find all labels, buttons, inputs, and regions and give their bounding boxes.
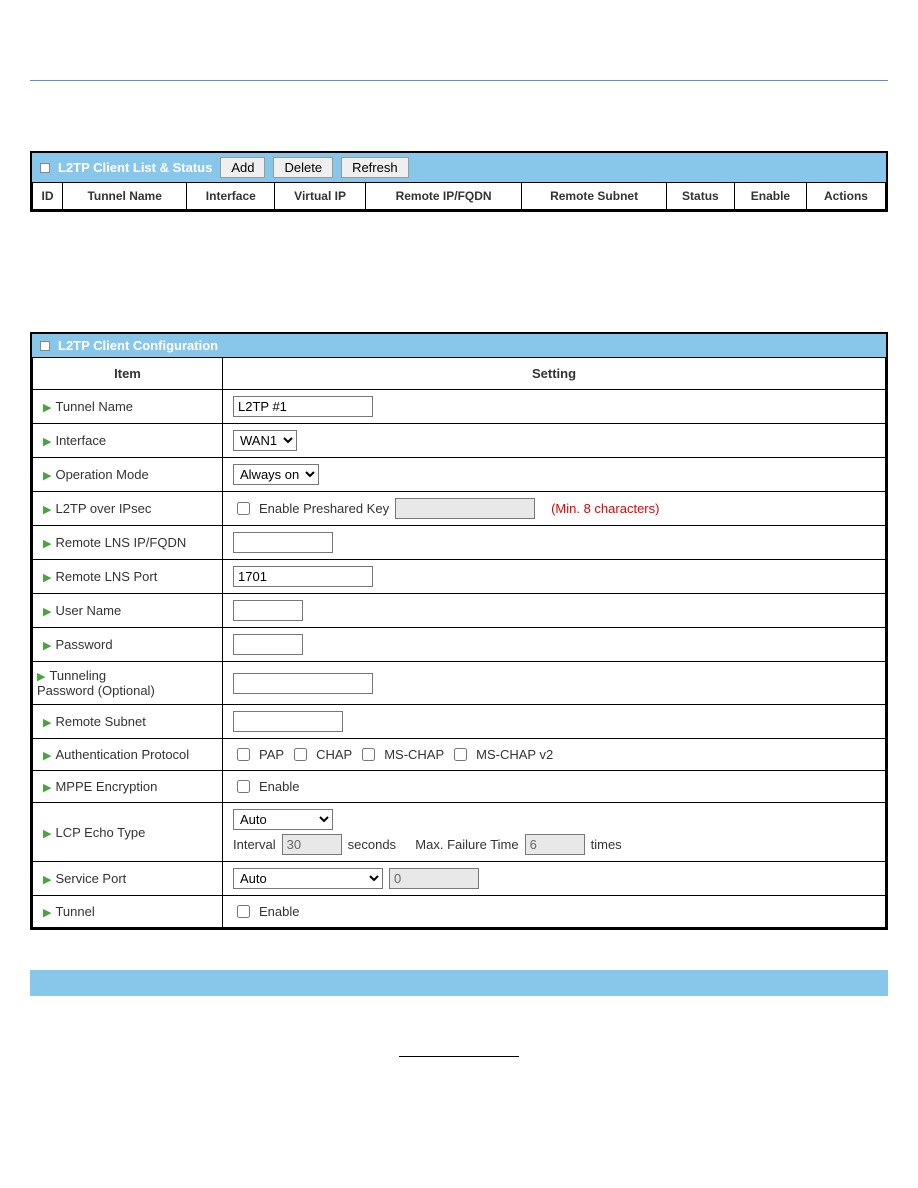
label-remote-lns-port: Remote LNS Port [55, 569, 157, 584]
label-user-name: User Name [55, 603, 121, 618]
remote-lns-ip-input[interactable] [233, 532, 333, 553]
label-tunnel: Tunnel [55, 904, 94, 919]
pap-label: PAP [259, 747, 284, 762]
service-port-select[interactable]: Auto [233, 868, 383, 889]
list-panel-title: L2TP Client List & Status [58, 160, 212, 175]
password-input[interactable] [233, 634, 303, 655]
head-item: Item [33, 358, 223, 390]
delete-button[interactable]: Delete [273, 157, 333, 178]
preshared-key-label: Enable Preshared Key [259, 501, 389, 516]
config-panel-header: L2TP Client Configuration [32, 334, 886, 357]
maxfail-input[interactable] [525, 834, 585, 855]
interval-label: Interval [233, 837, 276, 852]
label-remote-lns-ip: Remote LNS IP/FQDN [55, 535, 186, 550]
arrow-icon: ▶ [43, 402, 51, 414]
label-tunneling-pw-1: Tunneling [49, 668, 106, 683]
footer-bar [30, 970, 888, 996]
config-panel: L2TP Client Configuration Item Setting ▶… [30, 332, 888, 930]
panel-icon [40, 163, 50, 173]
tunnel-label: Enable [259, 904, 299, 919]
label-service-port: Service Port [55, 871, 126, 886]
label-mppe: MPPE Encryption [55, 779, 157, 794]
lcp-echo-select[interactable]: Auto [233, 809, 333, 830]
mschap-checkbox[interactable] [362, 748, 375, 761]
col-remote-subnet: Remote Subnet [522, 183, 667, 210]
arrow-icon: ▶ [43, 907, 51, 919]
arrow-icon: ▶ [43, 750, 51, 762]
seconds-label: seconds [348, 837, 396, 852]
label-l2tp-ipsec: L2TP over IPsec [55, 501, 151, 516]
arrow-icon: ▶ [43, 782, 51, 794]
col-id: ID [33, 183, 63, 210]
col-remote-ipfqdn: Remote IP/FQDN [365, 183, 521, 210]
list-panel-header: L2TP Client List & Status Add Delete Ref… [32, 153, 886, 182]
tunneling-password-input[interactable] [233, 673, 373, 694]
mschap-label: MS-CHAP [384, 747, 444, 762]
col-actions: Actions [806, 183, 885, 210]
panel-icon [40, 341, 50, 351]
label-lcp-echo: LCP Echo Type [55, 825, 145, 840]
preshared-key-input[interactable] [395, 498, 535, 519]
interval-input[interactable] [282, 834, 342, 855]
col-status: Status [666, 183, 734, 210]
label-operation-mode: Operation Mode [55, 467, 148, 482]
col-enable: Enable [734, 183, 806, 210]
mppe-checkbox[interactable] [237, 780, 250, 793]
interface-select[interactable]: WAN1 [233, 430, 297, 451]
client-list-table: ID Tunnel Name Interface Virtual IP Remo… [32, 182, 886, 210]
add-button[interactable]: Add [220, 157, 265, 178]
arrow-icon: ▶ [37, 671, 45, 683]
arrow-icon: ▶ [43, 606, 51, 618]
times-label: times [591, 837, 622, 852]
arrow-icon: ▶ [43, 470, 51, 482]
label-tunnel-name: Tunnel Name [55, 399, 133, 414]
arrow-icon: ▶ [43, 640, 51, 652]
arrow-icon: ▶ [43, 572, 51, 584]
label-remote-subnet: Remote Subnet [55, 714, 145, 729]
label-auth-protocol: Authentication Protocol [55, 747, 189, 762]
remote-subnet-input[interactable] [233, 711, 343, 732]
remote-lns-port-input[interactable] [233, 566, 373, 587]
operation-mode-select[interactable]: Always on [233, 464, 319, 485]
pap-checkbox[interactable] [237, 748, 250, 761]
arrow-icon: ▶ [43, 717, 51, 729]
refresh-button[interactable]: Refresh [341, 157, 409, 178]
preshared-key-hint: (Min. 8 characters) [551, 501, 659, 516]
tunnel-checkbox[interactable] [237, 905, 250, 918]
arrow-icon: ▶ [43, 504, 51, 516]
mppe-label: Enable [259, 779, 299, 794]
footer-line [399, 1056, 519, 1057]
col-interface: Interface [187, 183, 275, 210]
chap-checkbox[interactable] [294, 748, 307, 761]
head-setting: Setting [223, 358, 886, 390]
label-interface: Interface [55, 433, 106, 448]
label-tunneling-pw-2: Password (Optional) [37, 683, 212, 698]
arrow-icon: ▶ [43, 874, 51, 886]
label-password: Password [55, 637, 112, 652]
service-port-input[interactable] [389, 868, 479, 889]
mschap2-checkbox[interactable] [454, 748, 467, 761]
mschap2-label: MS-CHAP v2 [476, 747, 553, 762]
divider [30, 80, 888, 81]
user-name-input[interactable] [233, 600, 303, 621]
col-virtual-ip: Virtual IP [275, 183, 366, 210]
config-table: Item Setting ▶ Tunnel Name ▶ Interface WAN… [32, 357, 886, 928]
arrow-icon: ▶ [43, 436, 51, 448]
chap-label: CHAP [316, 747, 352, 762]
list-status-panel: L2TP Client List & Status Add Delete Ref… [30, 151, 888, 212]
arrow-icon: ▶ [43, 828, 51, 840]
preshared-key-checkbox[interactable] [237, 502, 250, 515]
col-tunnel-name: Tunnel Name [63, 183, 187, 210]
config-panel-title: L2TP Client Configuration [58, 338, 218, 353]
tunnel-name-input[interactable] [233, 396, 373, 417]
maxfail-label: Max. Failure Time [415, 837, 518, 852]
arrow-icon: ▶ [43, 538, 51, 550]
